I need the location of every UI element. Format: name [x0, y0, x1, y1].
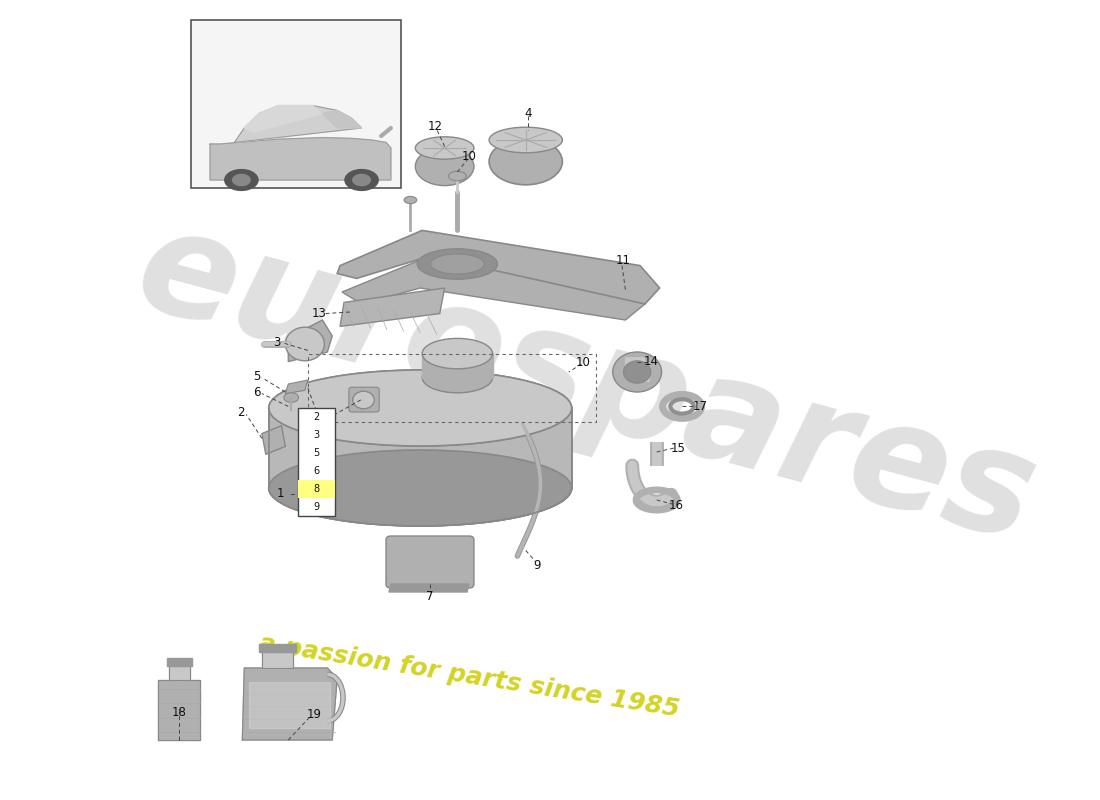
Bar [298, 408, 336, 516]
Polygon shape [342, 256, 645, 320]
Text: 11: 11 [616, 254, 631, 266]
Text: 3: 3 [314, 430, 320, 440]
Text: eurospares: eurospares [122, 197, 1050, 571]
Ellipse shape [345, 170, 378, 190]
Polygon shape [268, 408, 572, 488]
Polygon shape [158, 680, 200, 740]
Text: 9: 9 [314, 502, 320, 512]
Ellipse shape [268, 450, 572, 526]
Text: 19: 19 [307, 708, 322, 721]
Text: 10: 10 [462, 150, 476, 162]
Ellipse shape [422, 362, 493, 393]
Ellipse shape [284, 393, 298, 402]
Polygon shape [337, 230, 660, 304]
Ellipse shape [417, 249, 497, 279]
Ellipse shape [268, 370, 572, 446]
FancyBboxPatch shape [386, 536, 474, 588]
Polygon shape [258, 644, 296, 652]
Polygon shape [250, 682, 330, 728]
Text: 5: 5 [314, 448, 320, 458]
Text: 6: 6 [314, 466, 320, 476]
Polygon shape [244, 106, 322, 132]
Text: a passion for parts since 1985: a passion for parts since 1985 [257, 631, 681, 721]
Text: 2: 2 [314, 412, 320, 422]
Ellipse shape [490, 127, 562, 153]
Ellipse shape [353, 174, 371, 186]
Polygon shape [389, 584, 469, 592]
Ellipse shape [449, 171, 466, 181]
Text: 6: 6 [253, 386, 261, 398]
Text: 7: 7 [426, 590, 433, 602]
Bar [298, 480, 336, 498]
FancyBboxPatch shape [349, 387, 379, 412]
Text: 15: 15 [671, 442, 685, 454]
Polygon shape [422, 354, 493, 378]
Polygon shape [288, 320, 332, 362]
Ellipse shape [232, 174, 250, 186]
Text: 18: 18 [172, 706, 186, 718]
Bar [190, 20, 400, 188]
Ellipse shape [224, 170, 258, 190]
Polygon shape [169, 666, 189, 680]
Polygon shape [262, 426, 285, 454]
Bar [268, 408, 572, 488]
Ellipse shape [416, 147, 474, 186]
Text: 1: 1 [277, 487, 284, 500]
Polygon shape [242, 668, 337, 740]
Text: 2: 2 [238, 406, 245, 418]
Ellipse shape [285, 327, 324, 361]
Ellipse shape [416, 137, 474, 159]
Ellipse shape [353, 391, 374, 409]
Text: 17: 17 [692, 400, 707, 413]
Polygon shape [340, 288, 444, 326]
Polygon shape [210, 138, 390, 180]
Ellipse shape [490, 138, 562, 185]
Ellipse shape [624, 361, 651, 383]
Text: 8: 8 [314, 484, 320, 494]
Text: 16: 16 [669, 499, 684, 512]
Text: 14: 14 [644, 355, 658, 368]
Text: 12: 12 [428, 120, 442, 133]
Polygon shape [167, 658, 191, 666]
Ellipse shape [268, 450, 572, 526]
Text: 4: 4 [524, 107, 531, 120]
Ellipse shape [613, 352, 661, 392]
Text: 10: 10 [576, 356, 591, 369]
Polygon shape [285, 380, 308, 394]
Text: 9: 9 [534, 559, 541, 572]
Polygon shape [234, 106, 362, 142]
Ellipse shape [268, 370, 572, 446]
Text: 5: 5 [253, 370, 261, 382]
Ellipse shape [430, 254, 484, 274]
Ellipse shape [422, 338, 493, 369]
Polygon shape [262, 652, 294, 668]
Polygon shape [322, 110, 362, 128]
Text: 3: 3 [273, 336, 280, 349]
Ellipse shape [404, 196, 417, 204]
Text: 13: 13 [312, 307, 327, 320]
